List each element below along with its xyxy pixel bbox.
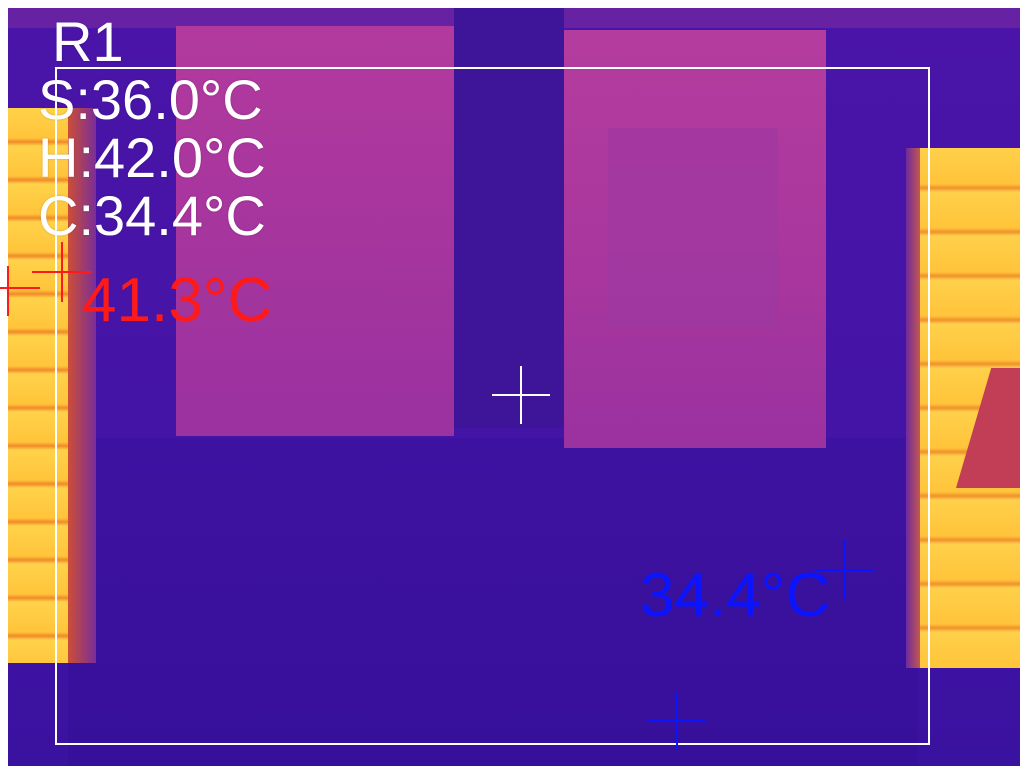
measurement-region-box[interactable]: [55, 67, 930, 745]
hot-edge-crosshair-icon: [0, 266, 40, 316]
left-heat-gradient: [66, 108, 96, 663]
window-mullion: [454, 8, 564, 428]
cold-point-crosshair-icon: [648, 692, 706, 750]
window-pane-left: [176, 26, 454, 436]
left-radiator: [8, 108, 68, 663]
region-label: R1: [52, 10, 124, 73]
center-crosshair-icon[interactable]: [492, 366, 550, 424]
window-pane-right-shade: [608, 128, 778, 328]
cold-spot-label: 34.4°C: [640, 561, 831, 630]
hot-marker-crosshair-icon: [32, 242, 92, 302]
thermal-image: [8, 8, 1020, 766]
spot-temperature: S:36.0°C: [38, 68, 263, 131]
hot-spot-label: 41.3°C: [82, 266, 273, 335]
low-temperature: C:34.4°C: [38, 184, 266, 247]
cold-marker-crosshair-icon: [814, 540, 874, 600]
lower-wall: [68, 438, 918, 766]
high-temperature: H:42.0°C: [38, 126, 266, 189]
